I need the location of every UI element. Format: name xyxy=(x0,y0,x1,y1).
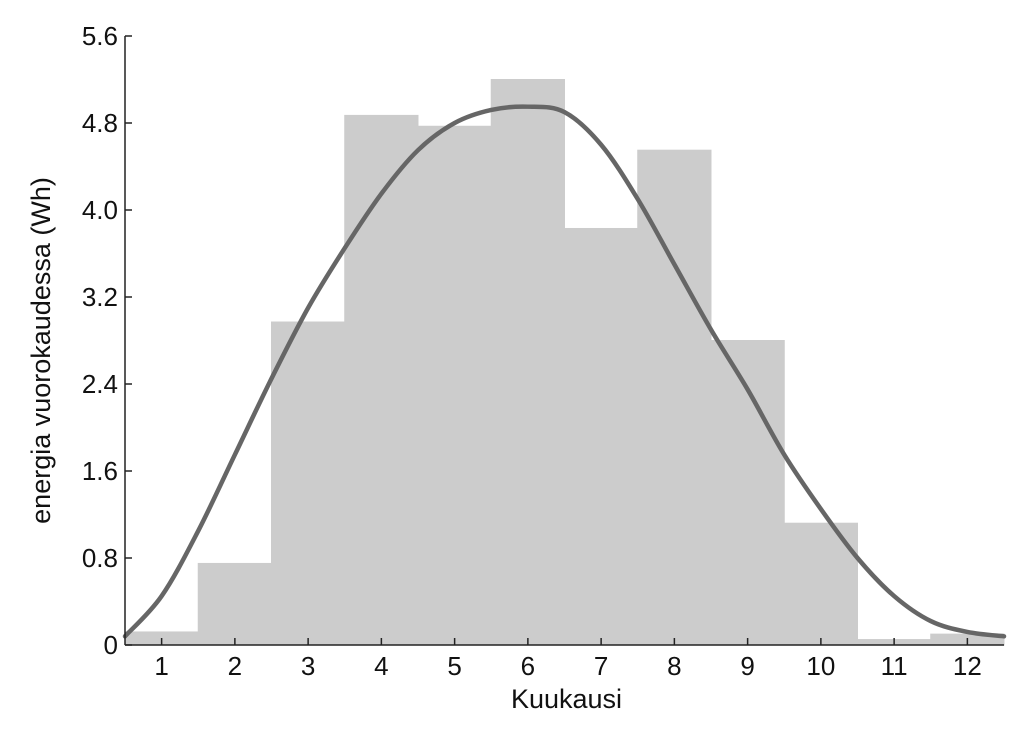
y-axis-ticks: 0 0.8 1.6 2.4 3.2 4.0 4.8 5.6 xyxy=(82,21,132,660)
x-tick-label: 11 xyxy=(881,651,908,681)
bar-month-3 xyxy=(271,321,346,646)
x-tick-label: 6 xyxy=(521,651,535,681)
x-tick-label: 9 xyxy=(740,651,754,681)
x-tick-label: 3 xyxy=(301,651,315,681)
x-tick-label: 12 xyxy=(953,651,982,681)
y-tick-label: 3.2 xyxy=(82,282,118,312)
x-tick-label: 4 xyxy=(374,651,388,681)
x-tick-label: 8 xyxy=(667,651,681,681)
x-tick-label: 1 xyxy=(154,651,168,681)
x-axis-title: Kuukausi xyxy=(511,684,622,714)
y-axis-title: energia vuorokaudessa (Wh) xyxy=(26,177,56,524)
bar-month-7 xyxy=(564,227,639,646)
y-tick-label: 5.6 xyxy=(82,21,118,51)
bar-month-2 xyxy=(197,562,272,646)
x-tick-label: 5 xyxy=(447,651,461,681)
y-tick-label: 0 xyxy=(104,630,118,660)
bar-month-5 xyxy=(417,125,492,646)
y-tick-label: 4.8 xyxy=(82,108,118,138)
bar-series xyxy=(124,79,1005,646)
bar-month-6 xyxy=(490,79,565,646)
y-tick-label: 4.0 xyxy=(82,195,118,225)
bar-month-4 xyxy=(344,114,419,646)
y-tick-label: 0.8 xyxy=(82,543,118,573)
y-tick-label: 2.4 xyxy=(82,369,118,399)
x-tick-label: 7 xyxy=(594,651,608,681)
y-tick-label: 1.6 xyxy=(82,456,118,486)
x-tick-label: 10 xyxy=(806,651,835,681)
trend-curve xyxy=(122,104,1007,639)
x-axis-ticks: 1 2 3 4 5 6 7 8 9 10 11 12 xyxy=(154,638,982,681)
bar-month-8 xyxy=(637,149,712,646)
x-tick-label: 2 xyxy=(228,651,242,681)
